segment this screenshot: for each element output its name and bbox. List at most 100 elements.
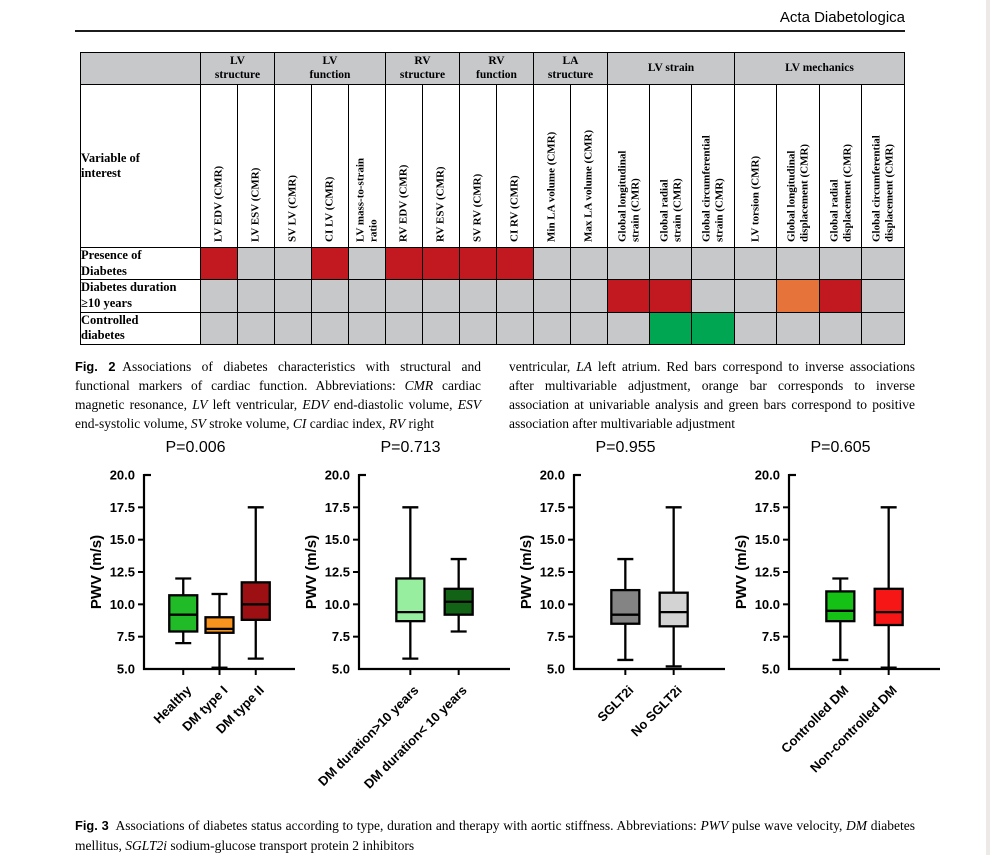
y-tick-label: 12.5 xyxy=(755,565,780,580)
header-rule xyxy=(75,30,905,32)
caption-segment: DM xyxy=(846,818,868,834)
boxplot-svg: PWV (m/s) 5.0 7.5 10.0 12.5 15.0 17.5 20.0 SGLT2… xyxy=(518,468,725,740)
y-tick-label: 17.5 xyxy=(110,500,135,515)
caption-segment: left ventricular, xyxy=(207,397,303,413)
y-tick-label: 15.0 xyxy=(325,533,350,548)
rotated-column-label: CI LV (CMR) xyxy=(323,176,336,242)
caption-segment: Associations of diabetes status accordin… xyxy=(108,818,701,834)
boxplot-panel: P=0.605 PWV (m/s) 5.0 7.5 10.0 12.5 15.0 17.5 20… xyxy=(733,439,948,806)
assoc-cell-gray xyxy=(237,279,275,313)
caption-segment: SV xyxy=(190,416,206,432)
iqr-box xyxy=(610,589,641,626)
assoc-cell-gray xyxy=(459,311,497,345)
caption-segment: diabetes mellitus, xyxy=(75,818,915,853)
assoc-cell-gray xyxy=(570,279,608,313)
assoc-cell-gray xyxy=(533,311,571,345)
caption-segment: end-systolic volume, xyxy=(75,416,191,432)
caption-segment: Associations of diabetes characteristics… xyxy=(75,358,481,393)
caption-segment: SGLT2i xyxy=(125,837,167,853)
iqr-box xyxy=(873,588,904,627)
caption-segment: LA xyxy=(576,358,592,374)
y-tick-label: 20.0 xyxy=(540,468,565,483)
assoc-cell-gray xyxy=(649,246,692,281)
y-tick-label: 7.5 xyxy=(547,630,565,645)
rotated-column-label: Global circumferential strain (CMR) xyxy=(700,135,725,242)
rotated-column-label: CI RV (CMR) xyxy=(508,175,521,242)
column-header-cell: Global circumferential strain (CMR) xyxy=(691,84,735,248)
y-tick-label: 15.0 xyxy=(110,533,135,548)
y-axis-title: PWV (m/s) xyxy=(303,535,320,609)
column-header-cell: CI RV (CMR) xyxy=(496,84,534,248)
fig2-caption-left-column: Fig. 2 Associations of diabetes characte… xyxy=(75,357,481,434)
page-edge-line xyxy=(986,0,990,855)
boxplot-svg: PWV (m/s)5.07.510.012.515.017.520.0Healt… xyxy=(88,468,295,737)
column-header-cell: RV EDV (CMR) xyxy=(385,84,423,248)
assoc-cell-gray xyxy=(422,279,460,313)
variable-of-interest-header: Variable of interest xyxy=(80,84,201,248)
column-header-cell: Global longitudinal strain (CMR) xyxy=(607,84,650,248)
y-tick-label: 7.5 xyxy=(762,630,780,645)
assoc-cell-gray xyxy=(274,279,312,313)
pvalue-label: P=0.605 xyxy=(810,439,871,457)
table-row: Controlled diabetes xyxy=(80,311,905,345)
assoc-cell-gray xyxy=(570,246,608,281)
group-header: LV strain xyxy=(607,52,735,85)
assoc-cell-gray xyxy=(861,246,905,281)
y-tick-label: 5.0 xyxy=(762,662,780,677)
column-header-cell: LV torsion (CMR) xyxy=(734,84,777,248)
assoc-cell-red xyxy=(649,279,692,313)
fig2-caption: Fig. 2 Associations of diabetes characte… xyxy=(75,357,915,434)
y-tick-label: 17.5 xyxy=(755,500,780,515)
y-tick-label: 10.0 xyxy=(540,597,565,612)
y-axis-title: PWV (m/s) xyxy=(518,535,535,609)
assoc-cell-gray xyxy=(274,246,312,281)
iqr-box xyxy=(395,577,426,623)
rotated-column-label: SV LV (CMR) xyxy=(286,174,299,242)
table-row: Diabetes duration ≥10 years xyxy=(80,279,905,313)
y-tick-label: 7.5 xyxy=(332,630,350,645)
rotated-column-label: Global radial displacement (CMR) xyxy=(827,143,853,242)
assoc-cell-gray xyxy=(459,279,497,313)
assoc-cell-gray xyxy=(533,246,571,281)
pvalue-label: P=0.955 xyxy=(595,439,656,457)
caption-segment: left atrium. Red bars correspond to inve… xyxy=(509,358,915,432)
assoc-cell-red xyxy=(496,246,534,281)
y-tick-label: 5.0 xyxy=(547,662,565,677)
assoc-cell-gray xyxy=(734,246,777,281)
assoc-cell-gray xyxy=(496,279,534,313)
group-header: LA structure xyxy=(533,52,608,85)
assoc-cell-gray xyxy=(776,311,820,345)
pvalue-label: P=0.006 xyxy=(165,439,226,457)
group-header: LV mechanics xyxy=(734,52,905,85)
assoc-cell-gray xyxy=(819,246,862,281)
y-tick-label: 12.5 xyxy=(540,565,565,580)
assoc-cell-gray xyxy=(776,246,820,281)
table-corner-blank xyxy=(80,52,201,85)
y-tick-label: 5.0 xyxy=(117,662,135,677)
y-tick-label: 10.0 xyxy=(110,597,135,612)
column-header-cell: Global circumferential displacement (CMR… xyxy=(861,84,905,248)
assoc-cell-gray xyxy=(200,279,238,313)
fig3-boxplots: P=0.006 PWV (m/s) 5.0 7.5 10.0 12.5 15.0 17.5 20… xyxy=(88,439,993,806)
category-label: No SGLT2i xyxy=(628,683,685,740)
assoc-cell-green xyxy=(691,311,735,345)
assoc-cell-gray xyxy=(348,246,386,281)
boxplot-svg: PWV (m/s)5.07.510.012.515.017.520.0DM du… xyxy=(303,468,510,792)
rotated-column-label: Global circumferential displacement (CMR… xyxy=(870,135,895,242)
iqr-box xyxy=(825,590,856,623)
caption-segment: CMR xyxy=(404,377,434,393)
assoc-cell-gray xyxy=(691,246,735,281)
assoc-cell-gray xyxy=(691,279,735,313)
assoc-cell-gray xyxy=(311,311,349,345)
y-tick-label: 7.5 xyxy=(117,630,135,645)
fig2-association-table: LV structure LV function RV structure RV fu… xyxy=(0,52,993,345)
iqr-box xyxy=(204,616,235,635)
row-label: Diabetes duration ≥10 years xyxy=(80,279,201,313)
caption-segment: Fig. 2 xyxy=(75,358,116,374)
rotated-column-label: Global longitudinal strain (CMR) xyxy=(615,150,641,242)
fig2-caption-right-column: ventricular, LA left atrium. Red bars co… xyxy=(509,357,915,434)
row-label: Presence of Diabetes xyxy=(80,246,201,281)
y-tick-label: 12.5 xyxy=(110,565,135,580)
caption-segment: ESV xyxy=(457,397,481,413)
